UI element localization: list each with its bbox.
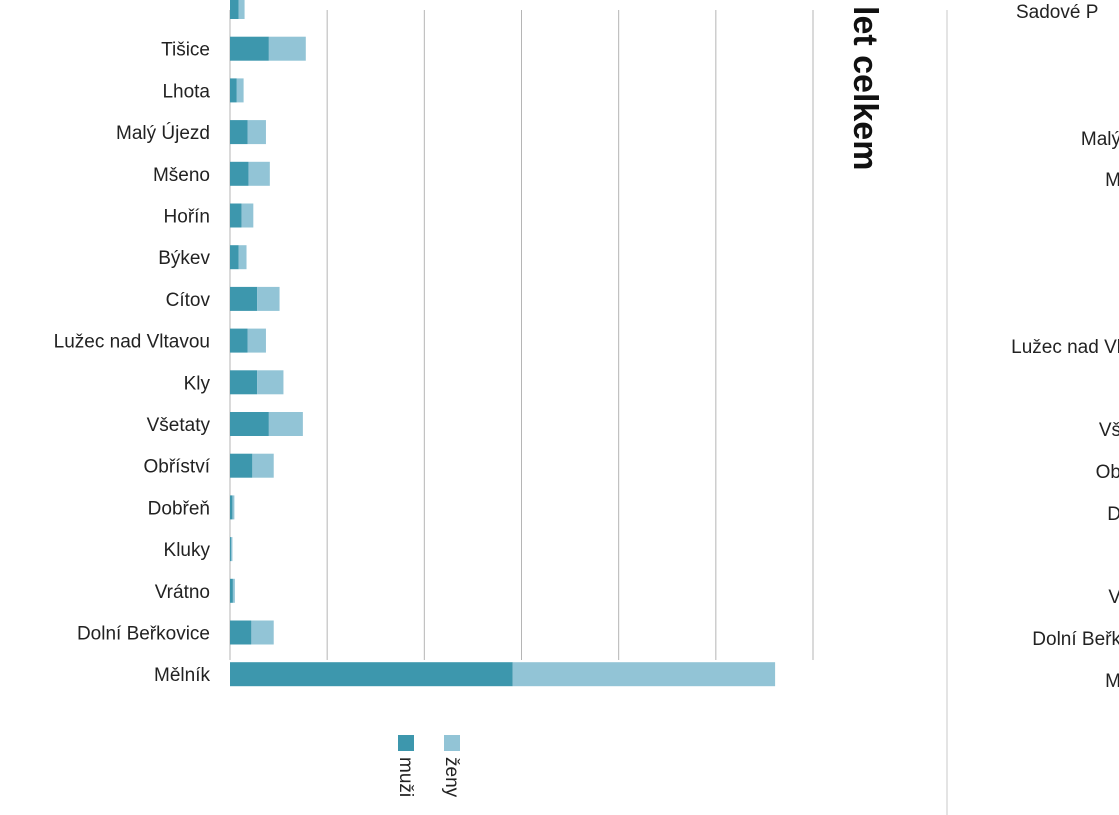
bar-muzi-1 — [230, 36, 269, 61]
bars — [230, 0, 776, 687]
bar-muzi-15 — [230, 620, 252, 645]
bar-muzi-7 — [230, 286, 258, 311]
bar-muzi-0 — [230, 0, 239, 19]
legend-swatch — [444, 735, 460, 751]
bar-muzi-13 — [230, 537, 231, 562]
legend-swatch — [398, 735, 414, 751]
chart-title: let celkem — [846, 6, 884, 170]
bar-zeny-11 — [252, 453, 274, 478]
gridlines — [229, 10, 814, 660]
right-panel-label: Dolní Beřk — [1032, 629, 1119, 650]
category-label: Cítov — [166, 290, 211, 311]
right-panel-label: D — [1107, 504, 1119, 525]
bar-muzi-5 — [230, 203, 242, 228]
category-label: Dobřeň — [148, 498, 210, 519]
bar-zeny-12 — [232, 495, 235, 520]
bar-zeny-4 — [248, 161, 270, 186]
bar-zeny-2 — [236, 78, 244, 103]
bar-muzi-10 — [230, 412, 269, 436]
bar-muzi-8 — [230, 328, 248, 353]
category-label: Kly — [184, 373, 211, 394]
right-panel-label: M — [1105, 671, 1119, 692]
right-panel-label: Lužec nad Vl — [1011, 337, 1119, 358]
bar-muzi-3 — [230, 120, 248, 145]
bar-muzi-11 — [230, 453, 253, 478]
bar-muzi-9 — [230, 370, 258, 395]
category-label: Dolní Beřkovice — [77, 624, 210, 645]
right-panel-label: V — [1108, 587, 1119, 608]
bar-zeny-6 — [238, 245, 247, 270]
bar-muzi-12 — [230, 495, 233, 520]
category-labels: Tišice Lhota Malý Újezd Mšeno Hořín Býkev Cíto… — [54, 40, 211, 687]
category-label: Malý Újezd — [116, 122, 210, 144]
category-label: Mělník — [154, 665, 210, 686]
bar-zeny-8 — [247, 328, 266, 353]
bar-zeny-0 — [238, 0, 245, 19]
category-label: Všetaty — [147, 415, 211, 436]
bar-muzi-6 — [230, 245, 239, 270]
right-panel-label: Vš — [1099, 420, 1119, 441]
bar-zeny-15 — [251, 620, 274, 645]
category-label: Tišice — [161, 40, 210, 61]
category-label: Lužec nad Vltavou — [54, 332, 210, 353]
legend-label: ženy — [441, 757, 462, 798]
legend: muži ženy — [395, 735, 462, 798]
bar-zeny-3 — [247, 120, 266, 145]
bar-muzi-4 — [230, 161, 249, 186]
bar-zeny-14 — [232, 578, 235, 603]
bar-zeny-1 — [268, 36, 306, 61]
category-label: Vrátno — [155, 582, 210, 603]
category-label: Hořín — [164, 207, 210, 228]
right-panel-label: Malý — [1081, 129, 1119, 150]
bar-zeny-16 — [512, 662, 776, 687]
bar-zeny-13 — [230, 537, 233, 562]
category-label: Býkev — [158, 248, 210, 269]
bar-zeny-10 — [268, 412, 303, 436]
bar-zeny-5 — [241, 203, 254, 228]
bar-zeny-9 — [257, 370, 284, 395]
right-panel: Sadové P Malý M Lužec nad Vl Vš Ob D V Dolní Beř… — [1011, 2, 1119, 692]
bar-zeny-7 — [257, 286, 280, 311]
legend-label: muži — [395, 757, 416, 797]
bar-muzi-16 — [230, 662, 513, 687]
category-label: Obříství — [143, 457, 210, 478]
bar-muzi-2 — [230, 78, 237, 103]
bar-muzi-14 — [230, 578, 233, 603]
category-label: Kluky — [164, 540, 211, 561]
right-panel-label: Ob — [1096, 462, 1119, 483]
category-label: Lhota — [162, 81, 210, 102]
right-panel-header: Sadové P — [1016, 2, 1098, 23]
right-panel-label: M — [1105, 170, 1119, 191]
category-label: Mšeno — [153, 165, 210, 186]
